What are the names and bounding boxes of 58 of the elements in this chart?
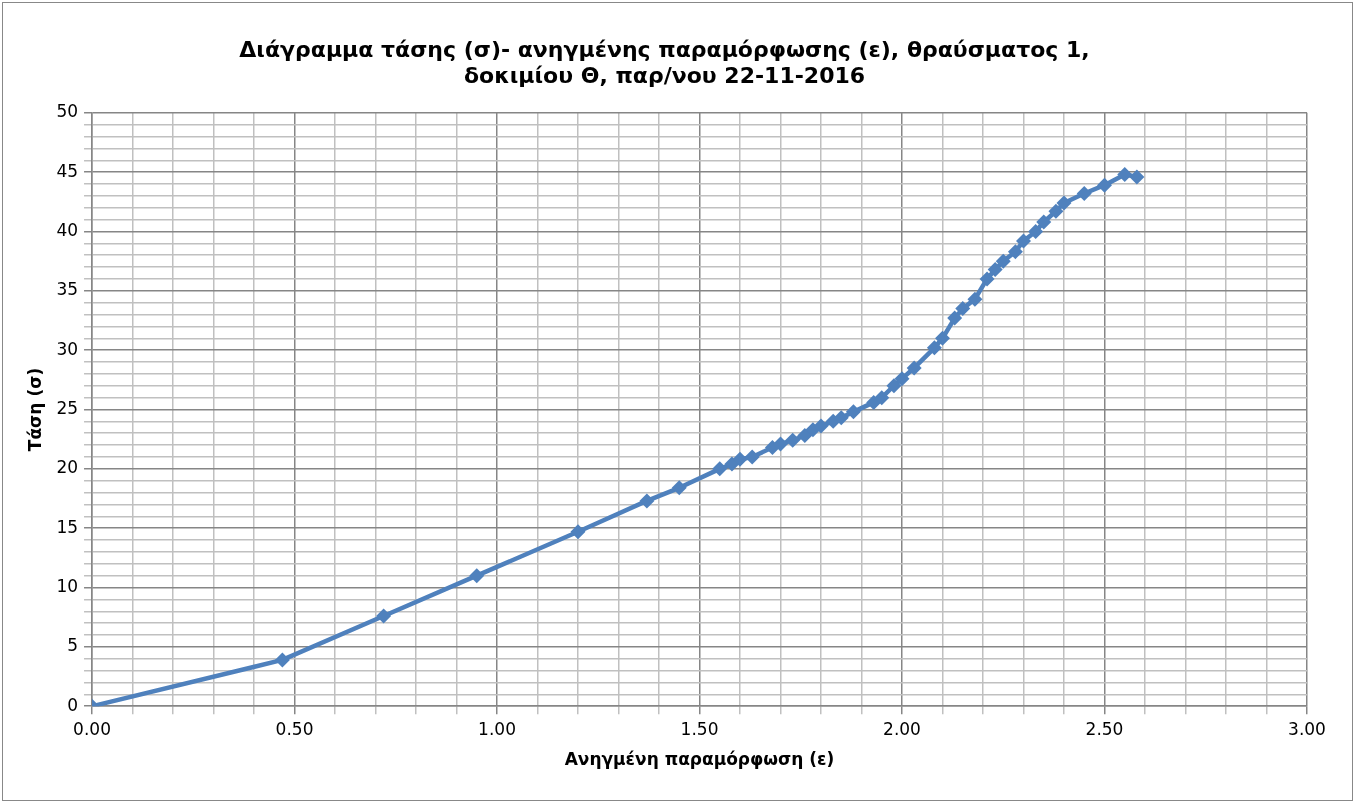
point xyxy=(1028,223,1044,239)
x-tick-label: 0.00 xyxy=(73,718,111,739)
point xyxy=(1036,214,1052,230)
y-tick-label: 50 xyxy=(56,101,79,122)
y-tick-label: 0 xyxy=(67,694,79,715)
point xyxy=(785,432,801,448)
chart-title: Διάγραμμα τάσης (σ)- ανηγμένης παραμόρφωσης (ε), θραύσματος 1, δοκιμίου Θ, παρ/νου 22-11-2016 xyxy=(239,36,1090,89)
y-tick-label: 5 xyxy=(67,635,79,656)
point xyxy=(987,261,1003,277)
point xyxy=(1056,195,1072,211)
point xyxy=(979,271,995,287)
x-tick-label: 2.00 xyxy=(883,718,921,739)
point xyxy=(926,340,942,356)
point xyxy=(671,480,687,496)
point xyxy=(1076,186,1092,201)
x-axis-title: Ανηγμένη παραμόρφωση (ε) xyxy=(564,749,835,770)
point xyxy=(886,378,902,394)
y-tick-label: 25 xyxy=(56,397,79,418)
point xyxy=(773,436,789,452)
point xyxy=(874,390,890,406)
y-tick-label: 30 xyxy=(56,338,79,359)
point xyxy=(967,291,983,307)
y-tick-label: 15 xyxy=(56,516,79,537)
point xyxy=(376,608,392,624)
point xyxy=(274,652,290,668)
x-tick-label: 2.50 xyxy=(1085,718,1124,739)
x-tick-label: 1.00 xyxy=(478,718,516,739)
point xyxy=(570,524,586,540)
point xyxy=(955,301,971,317)
y-tick-label: 45 xyxy=(56,160,79,181)
point xyxy=(947,310,963,326)
point xyxy=(1048,203,1064,219)
point xyxy=(906,360,922,376)
point xyxy=(894,371,910,387)
point xyxy=(1007,244,1023,260)
y-tick-label: 10 xyxy=(56,575,79,596)
point xyxy=(833,410,849,426)
point xyxy=(1016,233,1032,249)
point xyxy=(995,253,1011,269)
y-tick-label: 20 xyxy=(56,457,79,478)
point xyxy=(639,493,655,509)
point xyxy=(1097,177,1113,193)
point xyxy=(712,461,728,477)
x-tick-label: 1.50 xyxy=(680,718,719,739)
point xyxy=(1129,169,1145,185)
y-tick-label: 35 xyxy=(56,279,79,300)
point xyxy=(935,330,951,346)
x-tick-label: 3.00 xyxy=(1288,718,1326,739)
point xyxy=(744,449,760,465)
point xyxy=(469,568,485,584)
point xyxy=(732,451,748,467)
y-tick-label: 40 xyxy=(56,219,79,240)
point xyxy=(845,404,861,420)
y-axis-title: Τάση (σ) xyxy=(24,367,45,452)
x-tick-label: 0.50 xyxy=(275,718,314,739)
point xyxy=(797,428,813,444)
point xyxy=(813,418,829,434)
point xyxy=(1117,167,1133,183)
